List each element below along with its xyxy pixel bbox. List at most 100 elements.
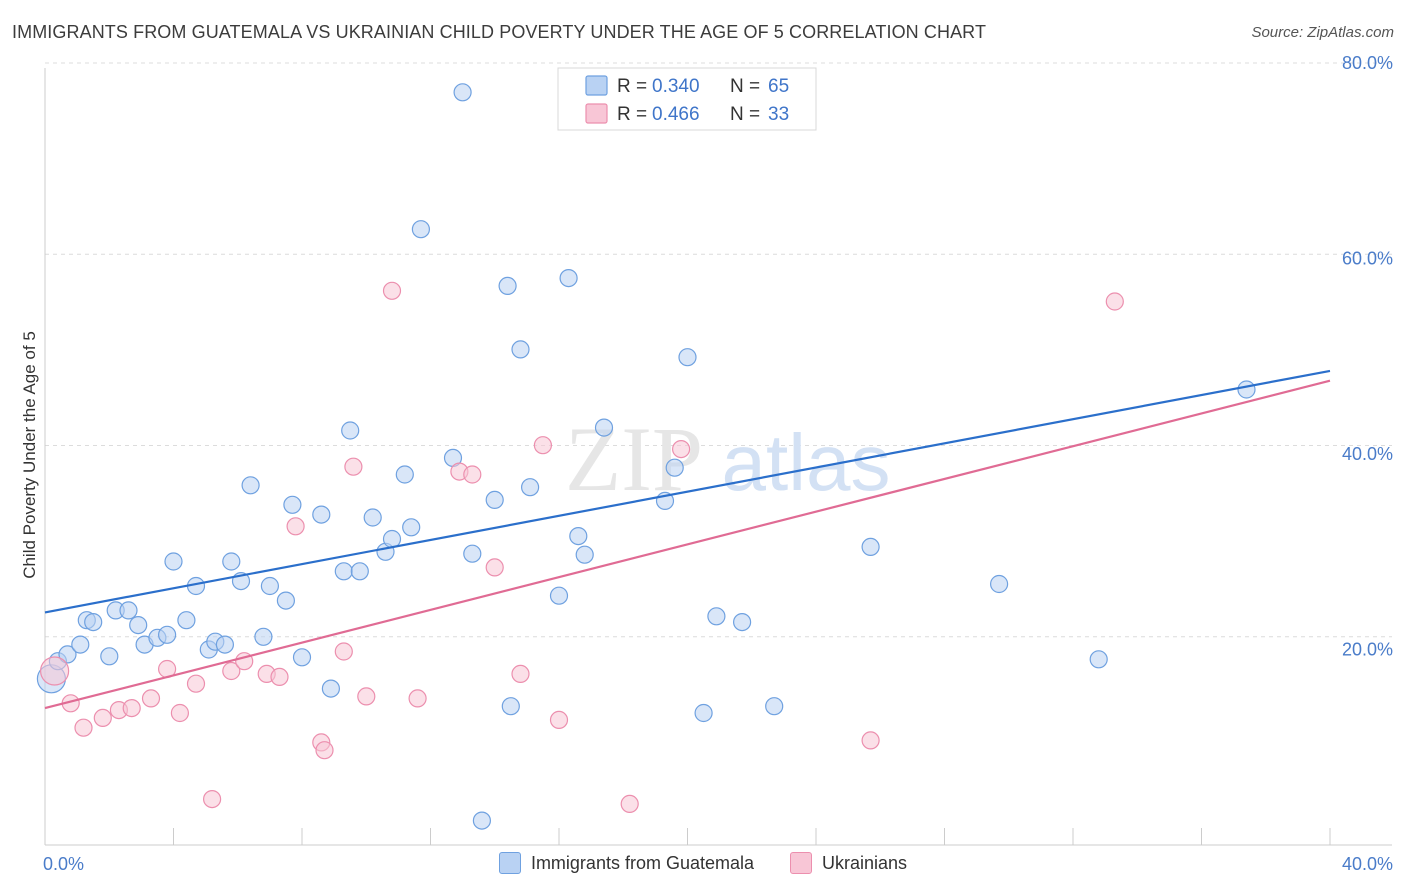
legend-n-label-0: N = [730, 76, 760, 97]
legend-n-label-1: N = [730, 104, 760, 125]
guatemala-point-46 [520, 478, 540, 497]
ukrainian-point-6 [141, 689, 161, 708]
ukrainian-point-5 [122, 698, 141, 718]
ukrainian-point-2 [74, 718, 93, 737]
guatemala-point-45 [511, 340, 530, 359]
ukrainian-point-17 [315, 741, 334, 760]
guatemala-point-32 [363, 508, 382, 527]
legend-n-value-0: 65 [768, 76, 789, 97]
legend-swatch-guatemala [498, 852, 521, 874]
guatemala-point-12 [158, 625, 177, 644]
guatemala-point-47 [549, 586, 569, 605]
guatemala-point-6 [100, 647, 119, 666]
legend-label-guatemala: Immigrants from Guatemala [530, 852, 755, 873]
y-axis-label: Child Poverty Under the Age of 5 [20, 331, 39, 579]
grid-lines [45, 62, 1392, 638]
chart-title: IMMIGRANTS FROM GUATEMALA VS UKRAINIAN C… [12, 22, 987, 42]
guatemala-point-37 [411, 220, 430, 239]
legend-r-label-1: R = [617, 104, 647, 125]
watermark: ZIP atlas [565, 408, 890, 510]
legend-r-label-0: R = [617, 76, 647, 97]
guatemala-point-62 [989, 574, 1009, 594]
watermark-zip: ZIP [565, 408, 703, 510]
guatemala-point-30 [341, 421, 360, 440]
ukrainian-point-27 [533, 436, 553, 455]
legend-swatch-1 [585, 103, 608, 124]
guatemala-point-57 [694, 703, 713, 723]
guatemala-point-13 [164, 552, 183, 571]
y-tick-label-20: 20.0% [1342, 640, 1393, 660]
guatemala-point-61 [861, 537, 880, 557]
guatemala-point-14 [177, 611, 196, 630]
source-label: Source: ZipAtlas.com [1251, 24, 1394, 41]
ukrainian-point-26 [511, 664, 530, 684]
guatemala-point-18 [215, 635, 234, 654]
guatemala-point-8 [119, 601, 138, 620]
y-tick-label-60: 60.0% [1342, 249, 1393, 269]
guatemala-point-26 [292, 648, 312, 667]
x-tick-label-40: 40.0% [1342, 854, 1393, 874]
legend-label-ukrainians: Ukrainians [822, 852, 908, 873]
guatemala-point-55 [678, 348, 697, 367]
guatemala-point-19 [222, 552, 241, 571]
legend-swatch-0 [585, 75, 608, 96]
guatemala-point-24 [276, 591, 295, 610]
legend-box: R = 0.340 N = 65 R = 0.466 N = 33 [557, 67, 817, 131]
legend-swatch-ukrainians [790, 852, 813, 874]
ukrainian-point-18 [334, 642, 353, 661]
guatemala-point-42 [485, 490, 504, 509]
guatemala-point-59 [765, 697, 784, 716]
guatemala-point-41 [472, 811, 491, 830]
guatemala-point-36 [402, 518, 421, 537]
guatemala-point-64 [1237, 380, 1256, 399]
guatemala-point-28 [321, 679, 340, 698]
legend-r-value-1: 0.466 [652, 104, 700, 125]
ukrainian-point-30 [671, 440, 691, 459]
guatemala-point-44 [501, 697, 520, 716]
legend-n-value-1: 33 [768, 104, 789, 125]
guatemala-point-29 [334, 562, 353, 581]
ukrainian-point-21 [382, 281, 402, 300]
legend-item-ukrainians[interactable]: Ukrainians [790, 852, 907, 874]
tick-labels: 20.0% 40.0% 60.0% 80.0% 0.0% 40.0% [43, 53, 1393, 874]
guatemala-trend-line [44, 369, 1331, 614]
guatemala-point-49 [569, 526, 588, 546]
watermark-atlas: atlas [722, 418, 891, 507]
legend-r-value-0: 0.340 [652, 76, 700, 97]
ukrainian-point-9 [186, 674, 206, 693]
trend-lines [44, 369, 1331, 710]
guatemala-point-5 [84, 612, 103, 632]
guatemala-point-48 [559, 269, 578, 288]
ukrainian-point-22 [408, 689, 427, 708]
guatemala-point-3 [71, 635, 90, 654]
x-tick-label-0: 0.0% [43, 854, 84, 874]
ukrainian-point-28 [549, 710, 569, 730]
ukrainian-point-15 [286, 517, 305, 536]
guatemala-point-63 [1089, 650, 1108, 669]
guatemala-point-31 [350, 562, 369, 581]
ukrainian-point-10 [203, 789, 222, 809]
ukrainian-point-3 [93, 708, 112, 728]
ukrainian-point-29 [620, 794, 639, 814]
guatemala-point-25 [283, 495, 302, 514]
ukrainian-point-20 [357, 687, 376, 706]
ukrainian-point-24 [463, 465, 482, 484]
guatemala-point-58 [732, 612, 752, 632]
ukrainian-trend-line [44, 379, 1331, 710]
y-tick-label-80: 80.0% [1342, 53, 1393, 73]
ukrainian-point-32 [1105, 292, 1124, 311]
guatemala-point-21 [241, 476, 260, 495]
legend-item-guatemala[interactable]: Immigrants from Guatemala [498, 852, 755, 874]
guatemala-point-39 [453, 83, 472, 102]
ukrainian-point-14 [270, 667, 289, 687]
ukrainian-point-8 [170, 703, 189, 723]
guatemala-point-22 [254, 627, 273, 646]
guatemala-point-50 [575, 545, 594, 564]
guatemala-point-9 [129, 615, 148, 635]
ukrainian-point-11 [222, 661, 241, 681]
axes [44, 68, 1392, 846]
guatemala-point-27 [312, 505, 331, 524]
y-tick-label-40: 40.0% [1342, 444, 1393, 464]
bottom-legend: Immigrants from Guatemala Ukrainians [0, 852, 1406, 874]
